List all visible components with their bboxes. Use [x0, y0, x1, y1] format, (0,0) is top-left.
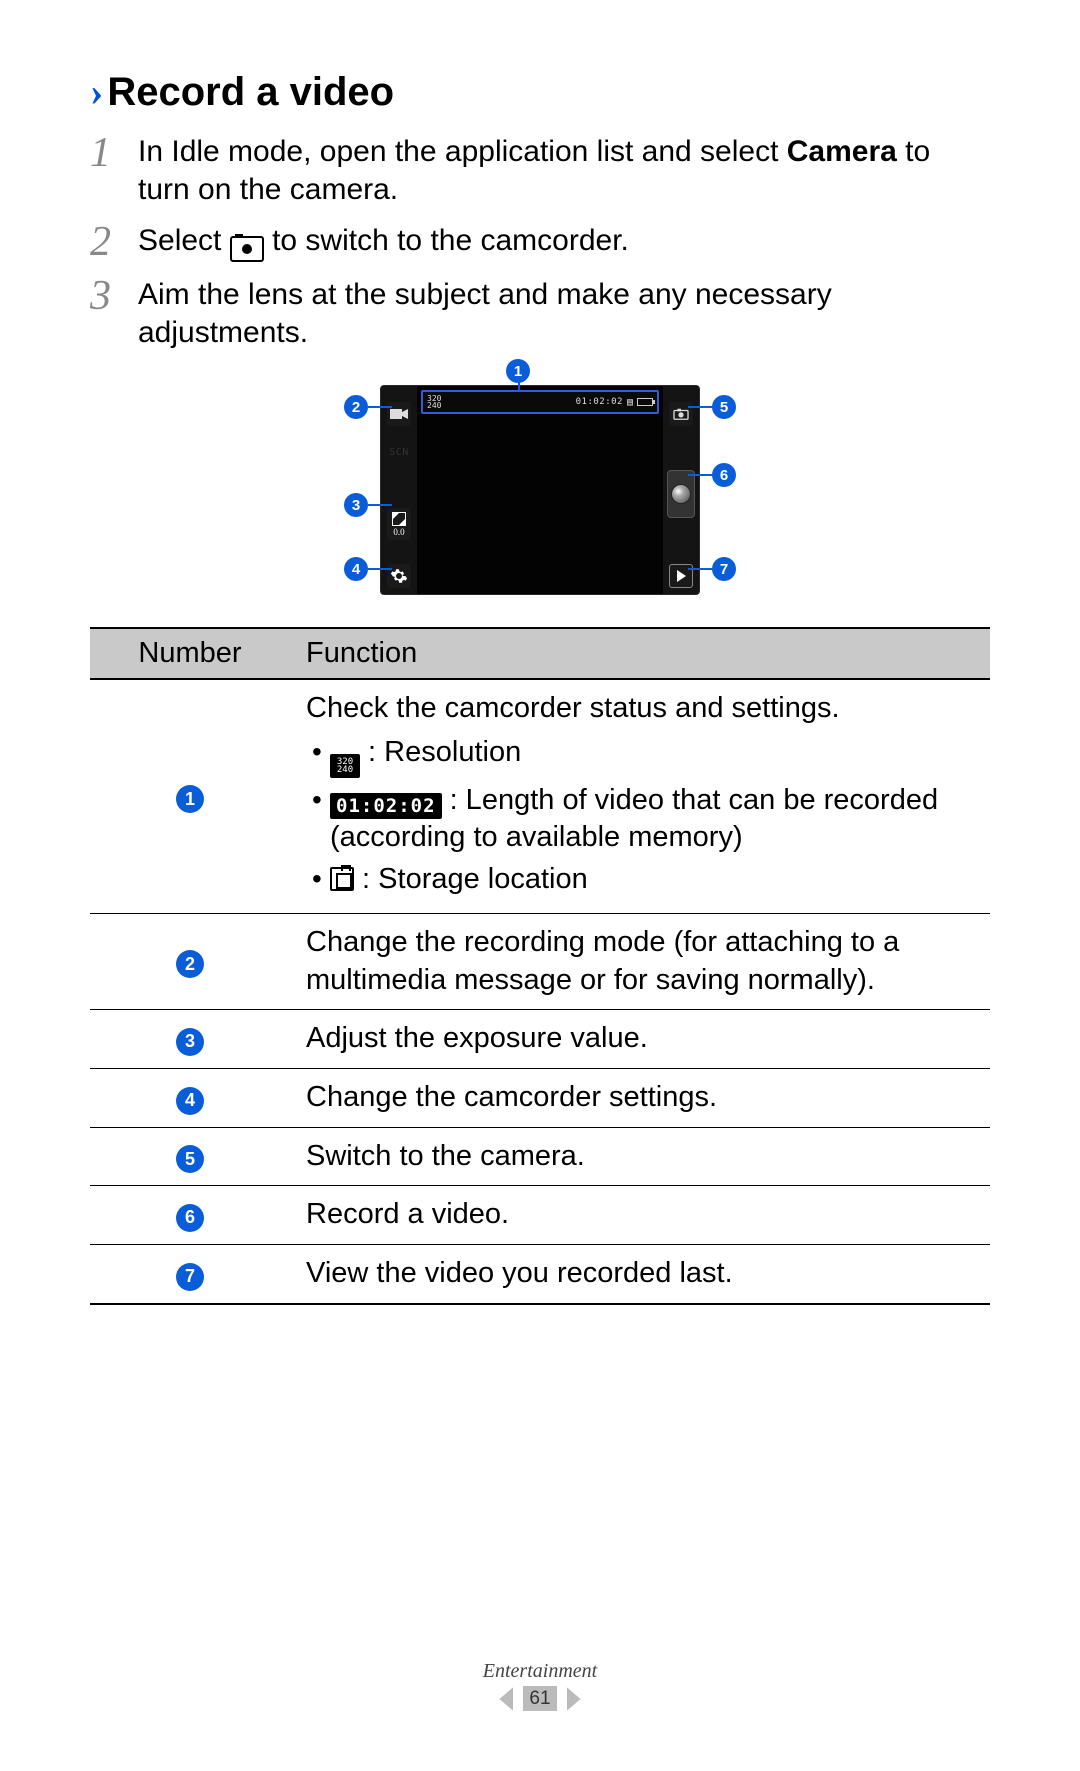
phone-frame: 320 240 01:02:02 ▤ SCN 0.0 [380, 385, 700, 595]
callout-3-line [368, 504, 392, 506]
row4-main: Change the camcorder settings. [290, 1068, 990, 1127]
callout-3: 3 [344, 493, 368, 517]
chevron-icon: › [90, 72, 103, 112]
step-2-pre: Select [138, 224, 230, 257]
storage-mini-icon: ▤ [627, 397, 633, 408]
camera-switch-icon [230, 236, 264, 262]
steps-list: In Idle mode, open the application list … [90, 133, 990, 351]
badge-5: 5 [176, 1145, 204, 1173]
phone-screen [417, 386, 663, 594]
page-footer: Entertainment 61 [0, 1660, 1080, 1711]
table-row: 1 Check the camcorder status and setting… [90, 679, 990, 913]
bullet-resolution: 320240 : Resolution [306, 734, 974, 778]
scn-label: SCN [387, 440, 411, 464]
step-1: In Idle mode, open the application list … [90, 133, 990, 208]
rec-time: 01:02:02 [576, 397, 623, 407]
row1-main: Check the camcorder status and settings. [306, 692, 840, 724]
footer-section: Entertainment [0, 1660, 1080, 1683]
time-icon: 01:02:02 [330, 793, 442, 820]
col-function: Function [290, 628, 990, 679]
callout-1: 1 [506, 359, 530, 383]
ev-value: 0.0 [393, 528, 404, 537]
table-row: 3 Adjust the exposure value. [90, 1010, 990, 1069]
step-2: Select to switch to the camcorder. [90, 222, 990, 262]
step-1-pre: In Idle mode, open the application list … [138, 135, 787, 168]
step-3: Aim the lens at the subject and make any… [90, 276, 990, 351]
table-row: 4 Change the camcorder settings. [90, 1068, 990, 1127]
camcorder-diagram: 1 2 3 4 5 6 7 320 240 01:02:02 ▤ [260, 365, 820, 605]
callout-6: 6 [712, 463, 736, 487]
resolution-indicator: 320 240 [427, 395, 441, 409]
diagram-container: 1 2 3 4 5 6 7 320 240 01:02:02 ▤ [90, 365, 990, 605]
heading-title: Record a video [107, 70, 394, 115]
record-button-icon [667, 470, 695, 518]
table-row: 5 Switch to the camera. [90, 1127, 990, 1186]
battery-icon [637, 398, 653, 406]
callout-7-line [688, 568, 714, 570]
exposure-icon: 0.0 [387, 508, 411, 540]
callout-2: 2 [344, 395, 368, 419]
res-bot: 240 [427, 402, 441, 409]
row1-bullets: 320240 : Resolution 01:02:02 : Length of… [306, 734, 974, 899]
bullet-storage: : Storage location [306, 861, 974, 899]
badge-7: 7 [176, 1263, 204, 1291]
status-bar: 320 240 01:02:02 ▤ [421, 390, 659, 414]
row7-main: View the video you recorded last. [290, 1244, 990, 1303]
badge-6: 6 [176, 1204, 204, 1232]
callout-7: 7 [712, 557, 736, 581]
row3-main: Adjust the exposure value. [290, 1010, 990, 1069]
row6-main: Record a video. [290, 1186, 990, 1245]
callout-2-line [368, 406, 392, 408]
resolution-icon: 320240 [330, 754, 360, 778]
table-row: 7 View the video you recorded last. [90, 1244, 990, 1303]
badge-1: 1 [176, 785, 204, 813]
callout-5-line [688, 406, 714, 408]
col-number: Number [90, 628, 290, 679]
page-number: 61 [513, 1687, 566, 1711]
badge-2: 2 [176, 950, 204, 978]
callout-4: 4 [344, 557, 368, 581]
callout-4-line [368, 568, 392, 570]
table-header-row: Number Function [90, 628, 990, 679]
row5-main: Switch to the camera. [290, 1127, 990, 1186]
row2-main: Change the recording mode (for attaching… [290, 913, 990, 1009]
callout-5: 5 [712, 395, 736, 419]
callout-6-line [688, 474, 714, 476]
storage-icon [330, 867, 354, 891]
section-heading: › Record a video [90, 70, 990, 115]
step-3-text: Aim the lens at the subject and make any… [138, 278, 832, 349]
bullet-length: 01:02:02 : Length of video that can be r… [306, 782, 974, 857]
table-row: 6 Record a video. [90, 1186, 990, 1245]
function-table: Number Function 1 Check the camcorder st… [90, 627, 990, 1305]
step-1-bold: Camera [787, 135, 897, 168]
badge-4: 4 [176, 1087, 204, 1115]
table-row: 2 Change the recording mode (for attachi… [90, 913, 990, 1009]
badge-3: 3 [176, 1028, 204, 1056]
step-2-post: to switch to the camcorder. [272, 224, 629, 257]
